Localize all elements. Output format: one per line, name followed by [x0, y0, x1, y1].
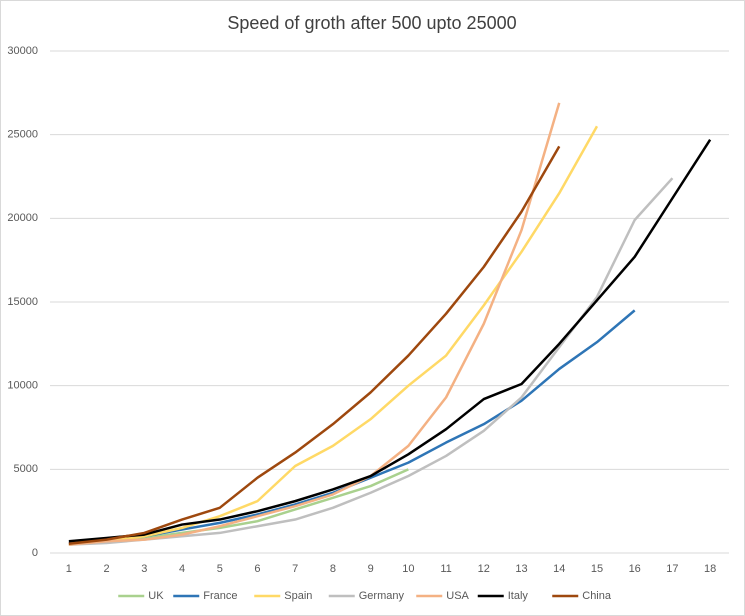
chart-title: Speed of groth after 500 upto 25000 — [227, 13, 516, 33]
y-tick-label: 25000 — [7, 129, 38, 141]
legend-label: Italy — [508, 590, 529, 602]
legend-label: France — [203, 590, 237, 602]
legend-label: China — [582, 590, 612, 602]
x-tick-label: 3 — [141, 563, 147, 575]
legend-label: Spain — [284, 590, 312, 602]
y-tick-label: 0 — [32, 547, 38, 559]
y-tick-label: 10000 — [7, 380, 38, 392]
x-tick-label: 6 — [254, 563, 260, 575]
x-tick-label: 10 — [402, 563, 414, 575]
x-tick-label: 2 — [104, 563, 110, 575]
y-tick-label: 15000 — [7, 296, 38, 308]
x-tick-label: 15 — [591, 563, 603, 575]
x-tick-label: 11 — [440, 563, 451, 575]
series-line — [68, 125, 599, 546]
series-line — [68, 102, 561, 546]
x-tick-label: 1 — [66, 563, 72, 575]
x-tick-label: 14 — [553, 563, 565, 575]
series-line — [68, 145, 561, 546]
x-tick-label: 9 — [368, 563, 374, 575]
x-tick-label: 7 — [292, 563, 298, 575]
y-tick-label: 30000 — [7, 45, 38, 57]
x-tick-label: 12 — [478, 563, 490, 575]
legend-label: Germany — [359, 590, 405, 602]
x-tick-label: 13 — [515, 563, 527, 575]
legend-label: UK — [148, 590, 164, 602]
x-tick-label: 17 — [666, 563, 678, 575]
x-tick-label: 4 — [179, 563, 185, 575]
legend-label: USA — [446, 590, 469, 602]
y-tick-label: 20000 — [7, 212, 38, 224]
series-line — [68, 139, 712, 543]
x-tick-label: 5 — [217, 563, 223, 575]
x-tick-label: 16 — [629, 563, 641, 575]
x-tick-label: 18 — [704, 563, 716, 575]
x-tick-label: 8 — [330, 563, 336, 575]
y-tick-label: 5000 — [14, 463, 38, 475]
